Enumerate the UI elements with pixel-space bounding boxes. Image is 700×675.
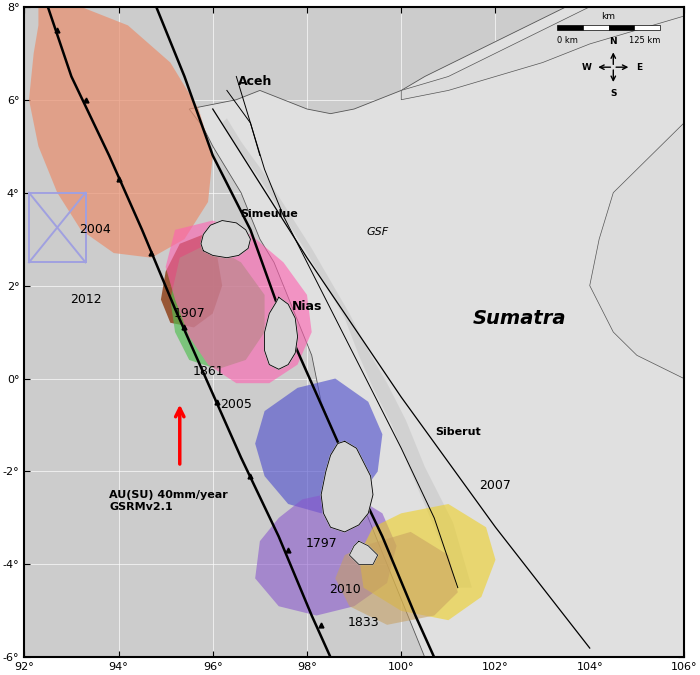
Polygon shape: [349, 541, 378, 564]
Text: E: E: [636, 63, 643, 72]
Text: Sumatra: Sumatra: [473, 308, 566, 327]
Polygon shape: [335, 532, 458, 625]
Text: AU(SU) 40mm/year
GSRMv2.1: AU(SU) 40mm/year GSRMv2.1: [109, 490, 228, 512]
Text: 125 km: 125 km: [629, 36, 660, 45]
Polygon shape: [589, 123, 684, 379]
Text: 1861: 1861: [193, 365, 224, 378]
Text: N: N: [610, 36, 617, 46]
Text: 1833: 1833: [348, 616, 379, 629]
Polygon shape: [201, 221, 251, 258]
Polygon shape: [170, 244, 265, 369]
Text: 2004: 2004: [79, 223, 111, 236]
Polygon shape: [256, 490, 396, 616]
Bar: [582, 25, 608, 30]
Text: 2012: 2012: [70, 293, 101, 306]
Polygon shape: [321, 441, 373, 532]
Text: Siberut: Siberut: [435, 427, 481, 437]
Polygon shape: [161, 234, 222, 327]
Polygon shape: [29, 7, 213, 258]
Text: Simeulue: Simeulue: [240, 209, 298, 219]
Bar: [608, 25, 634, 30]
Text: GSF: GSF: [367, 227, 389, 237]
Text: 2010: 2010: [329, 583, 360, 597]
Polygon shape: [222, 118, 472, 588]
Polygon shape: [25, 7, 684, 657]
Text: km: km: [601, 12, 615, 21]
Bar: [556, 25, 582, 30]
Polygon shape: [189, 7, 684, 657]
Polygon shape: [401, 7, 684, 100]
Polygon shape: [359, 504, 496, 620]
Text: 1907: 1907: [174, 307, 205, 320]
Text: 2005: 2005: [220, 398, 252, 410]
Polygon shape: [265, 297, 298, 369]
Text: Nias: Nias: [292, 300, 322, 313]
Text: 2007: 2007: [480, 479, 512, 492]
Bar: [634, 25, 660, 30]
Polygon shape: [256, 379, 382, 513]
Text: W: W: [582, 63, 591, 72]
Text: S: S: [610, 88, 617, 98]
Text: Aceh: Aceh: [238, 75, 272, 88]
Text: 0 km: 0 km: [556, 36, 577, 45]
Text: 1797: 1797: [305, 537, 337, 550]
Polygon shape: [166, 221, 312, 383]
